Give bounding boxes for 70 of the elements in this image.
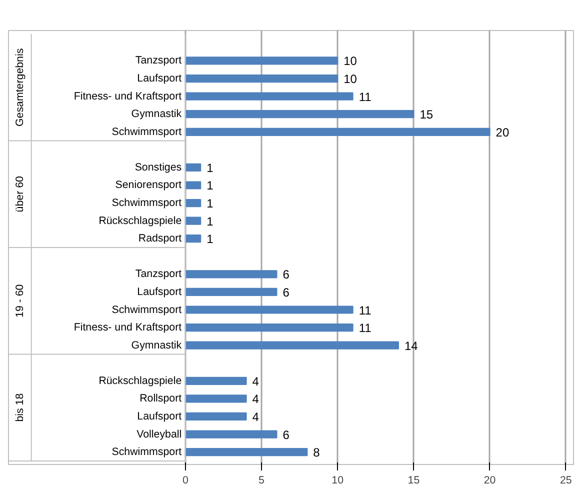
text: Gesamtergebnis bbox=[14, 48, 26, 127]
text: bis 18 bbox=[14, 393, 26, 422]
y-tick-label: Volleyball bbox=[136, 428, 182, 440]
y-tick-label: Tanzsport bbox=[135, 268, 182, 280]
y-tick-label: Laufsport bbox=[137, 286, 182, 298]
bar bbox=[184, 74, 338, 83]
data-label: 15 bbox=[420, 108, 434, 122]
data-label: 6 bbox=[282, 428, 290, 442]
data-label: 11 bbox=[358, 321, 372, 336]
x-tick-label: 15 bbox=[408, 474, 420, 486]
data-label: 6 bbox=[282, 268, 290, 282]
data-label: 4 bbox=[252, 410, 260, 424]
bar bbox=[184, 323, 354, 332]
x-tick-label: 10 bbox=[332, 474, 344, 486]
bar bbox=[184, 234, 202, 243]
text: über 60 bbox=[14, 176, 26, 212]
data-label: 4 bbox=[252, 392, 260, 406]
data-label: 1 bbox=[206, 196, 214, 211]
data-label: 10 bbox=[344, 54, 358, 68]
data-label: 8 bbox=[313, 446, 320, 460]
y-tick-label: Schwimmsport bbox=[112, 304, 182, 316]
bar bbox=[184, 270, 278, 278]
bar bbox=[184, 394, 247, 403]
bar bbox=[184, 288, 278, 296]
y-tick-label: Schwimmsport bbox=[112, 446, 182, 458]
bar bbox=[184, 306, 354, 314]
bar bbox=[184, 56, 338, 65]
x-tick-label: 25 bbox=[560, 474, 572, 486]
y-tick-label: Laufsport bbox=[137, 72, 182, 85]
y-tick-label: Radsport bbox=[138, 232, 182, 245]
y-tick-label: Fitness- und Kraftsport bbox=[74, 90, 182, 102]
bar bbox=[184, 163, 202, 172]
y-tick-label: Seniorensport bbox=[115, 179, 182, 192]
bar bbox=[184, 128, 490, 136]
y-tick-label: Rückschlagspiele bbox=[98, 214, 182, 227]
data-label: 20 bbox=[496, 125, 510, 140]
data-label: 4 bbox=[252, 374, 260, 388]
bar bbox=[184, 198, 202, 208]
x-tick-label: 5 bbox=[258, 474, 265, 486]
y-tick-label: Sonstiges bbox=[134, 161, 182, 174]
x-tick-label: 20 bbox=[484, 474, 496, 486]
data-label: 1 bbox=[206, 214, 214, 228]
data-label: 1 bbox=[206, 178, 214, 193]
text: 19 - 60 bbox=[14, 284, 26, 318]
y-tick-label: Tanzsport bbox=[135, 54, 182, 67]
bar bbox=[184, 216, 202, 225]
data-label: 1 bbox=[206, 160, 214, 175]
bar bbox=[184, 430, 278, 438]
y-tick-label: Rückschlagspiele bbox=[98, 374, 182, 387]
bar bbox=[184, 448, 308, 456]
bar bbox=[184, 181, 202, 190]
y-tick-label: Fitness- und Kraftsport bbox=[74, 322, 182, 334]
y-tick-label: Gymnastik bbox=[131, 108, 182, 120]
bar bbox=[184, 376, 247, 385]
bar bbox=[184, 341, 399, 350]
y-tick-label: Schwimmsport bbox=[112, 126, 182, 138]
y-tick-label: Rollsport bbox=[140, 392, 182, 405]
bar bbox=[184, 110, 414, 118]
data-label: 14 bbox=[404, 338, 418, 353]
bar bbox=[184, 92, 354, 100]
data-label: 6 bbox=[282, 285, 290, 300]
y-tick-label: Laufsport bbox=[137, 410, 182, 422]
y-tick-label: Gymnastik bbox=[131, 339, 182, 352]
data-label: 11 bbox=[358, 90, 372, 104]
x-tick-label: 0 bbox=[182, 474, 188, 486]
y-tick-label: Schwimmsport bbox=[112, 197, 182, 210]
data-label: 11 bbox=[358, 303, 372, 318]
data-label: 10 bbox=[344, 72, 358, 86]
bar bbox=[184, 412, 247, 421]
data-label: 1 bbox=[206, 232, 214, 246]
